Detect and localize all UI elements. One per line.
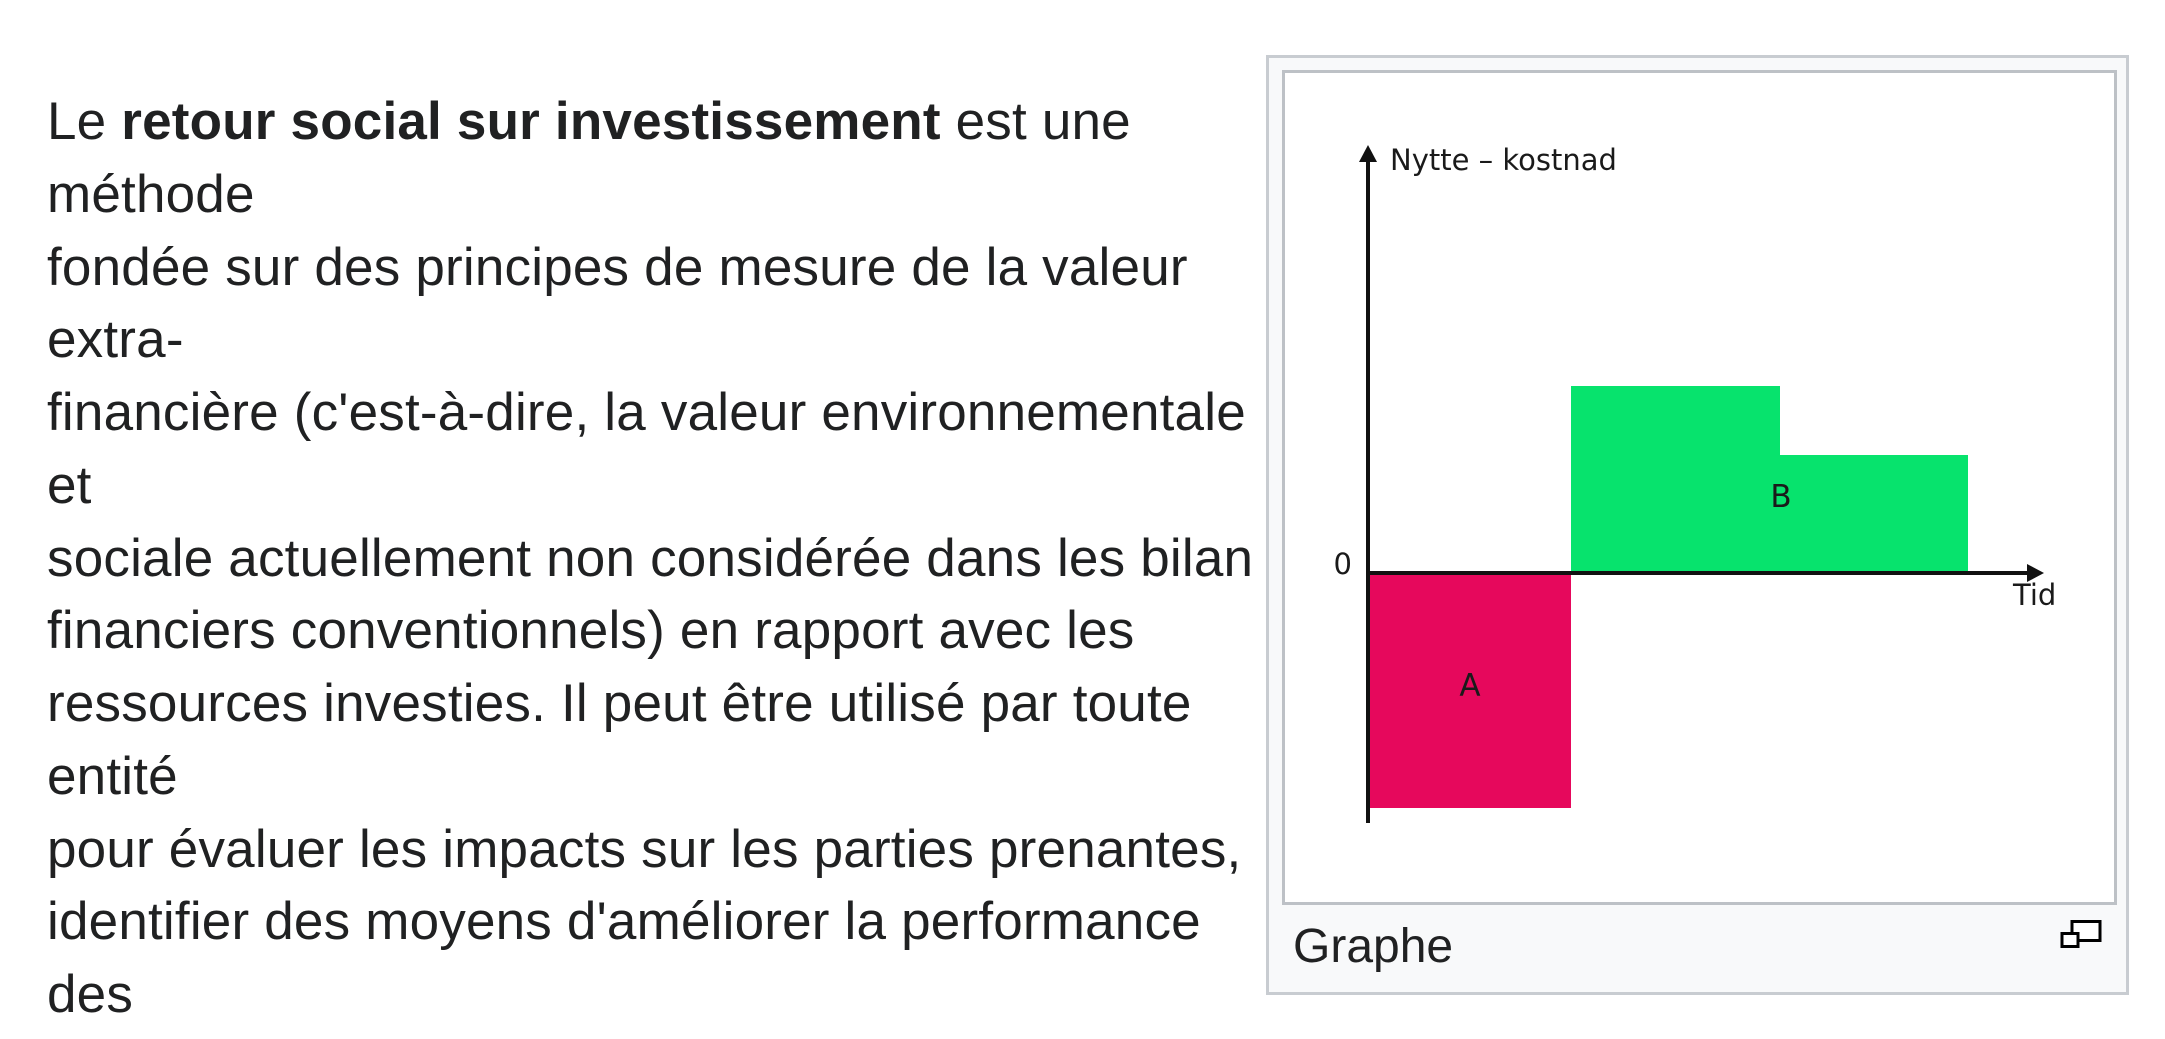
paragraph-line: pour évaluer les impacts sur les parties… xyxy=(47,819,1242,879)
area-B-step2 xyxy=(1780,455,1968,575)
paragraph-line: ressources investies. Il peut être utili… xyxy=(47,674,1192,806)
article-paragraph: Le retour social sur investissement est … xyxy=(47,86,1257,1039)
area-B-step1 xyxy=(1571,386,1780,575)
figure-caption: Graphe xyxy=(1269,905,2126,976)
area-B-label: B xyxy=(1770,479,1792,515)
figure-caption-text: Graphe xyxy=(1293,920,1454,973)
x-axis xyxy=(1368,571,2029,575)
y-axis-label: Nytte – kostnad xyxy=(1390,143,1617,177)
y-axis-arrow-icon xyxy=(1359,145,1377,162)
x-axis-label: Tid xyxy=(2013,578,2057,612)
paragraph-bold-term: retour social sur investissement xyxy=(121,92,941,151)
area-A-label: A xyxy=(1459,668,1481,704)
figure-thumbnail: Nytte – kostnad 0 Tid A B Graphe xyxy=(1266,55,2129,995)
enlarge-icon[interactable] xyxy=(2060,919,2104,953)
paragraph-line: sociale actuellement non considérée dans… xyxy=(47,528,1254,588)
paragraph-text: Le xyxy=(47,92,122,151)
paragraph-line: Le retour social sur investissement est … xyxy=(47,86,1257,232)
origin-tick-label: 0 xyxy=(1333,547,1352,581)
y-axis xyxy=(1366,159,1370,823)
paragraph-line: investissements. xyxy=(47,1032,1257,1039)
chart-image[interactable]: Nytte – kostnad 0 Tid A B xyxy=(1282,70,2117,905)
paragraph-text: est une méthode xyxy=(47,92,1131,224)
area-A xyxy=(1370,575,1571,808)
paragraph-line: financière (c'est-à-dire, la valeur envi… xyxy=(47,383,1246,515)
x-axis-arrow-icon xyxy=(2027,564,2044,582)
plot-area: Nytte – kostnad 0 Tid A B xyxy=(1285,73,2114,902)
paragraph-line: financiers conventionnels) en rapport av… xyxy=(47,601,1135,661)
paragraph-line: fondée sur des principes de mesure de la… xyxy=(47,237,1188,370)
paragraph-line: identifier des moyens d'améliorer la per… xyxy=(47,892,1201,1024)
